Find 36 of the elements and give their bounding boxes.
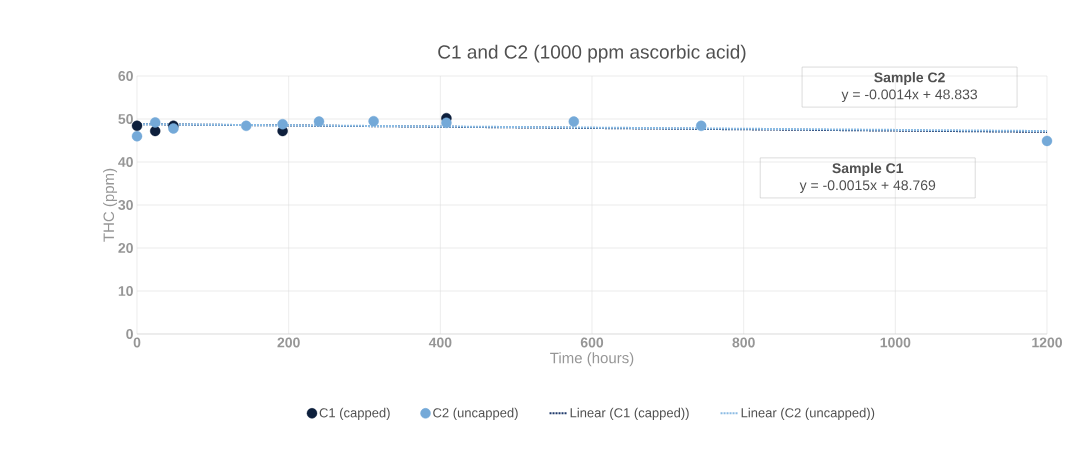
chart-title: C1 and C2 (1000 ppm ascorbic acid) xyxy=(438,44,746,63)
point xyxy=(1041,135,1053,147)
annotation: y = -0.0014x + 48.833 xyxy=(841,89,978,103)
point xyxy=(150,117,161,128)
annotation: Sample C1 xyxy=(832,162,904,176)
point xyxy=(277,118,288,130)
annotation: y = -0.0015x + 48.769 xyxy=(799,180,936,193)
point xyxy=(568,116,580,127)
y-tick-label: 0 xyxy=(126,329,133,339)
legend-label: Linear (C1 (capped)) xyxy=(570,407,689,420)
y-tick-label: 20 xyxy=(118,243,133,253)
legend-label: C2 (uncapped) xyxy=(433,407,518,420)
y-tick-label: 40 xyxy=(118,157,133,167)
x-tick-label: 1200 xyxy=(1032,337,1062,348)
point xyxy=(441,117,452,129)
point xyxy=(241,120,252,132)
y-axis-title: THC (ppm) xyxy=(103,168,118,242)
legend-label: Linear (C2 (uncapped)) xyxy=(741,407,875,420)
legend-label: C1 (capped) xyxy=(319,407,390,420)
point xyxy=(131,130,143,142)
annotation: Sample C2 xyxy=(874,72,945,86)
x-tick-label: 800 xyxy=(732,337,755,348)
x-tick-label: 600 xyxy=(580,337,604,348)
point xyxy=(696,120,707,132)
y-tick-label: 60 xyxy=(118,71,133,81)
x-tick-label: 0 xyxy=(133,337,141,348)
point xyxy=(368,115,379,127)
x-tick-label: 1000 xyxy=(880,337,911,348)
y-tick-label: 30 xyxy=(118,200,133,210)
point xyxy=(131,120,143,132)
x-axis-title: Time (hours) xyxy=(550,352,634,367)
x-tick-label: 200 xyxy=(277,337,300,348)
x-tick-label: 400 xyxy=(428,337,452,348)
y-tick-label: 50 xyxy=(118,114,133,124)
y-tick-label: 10 xyxy=(118,286,133,296)
point xyxy=(313,116,325,127)
